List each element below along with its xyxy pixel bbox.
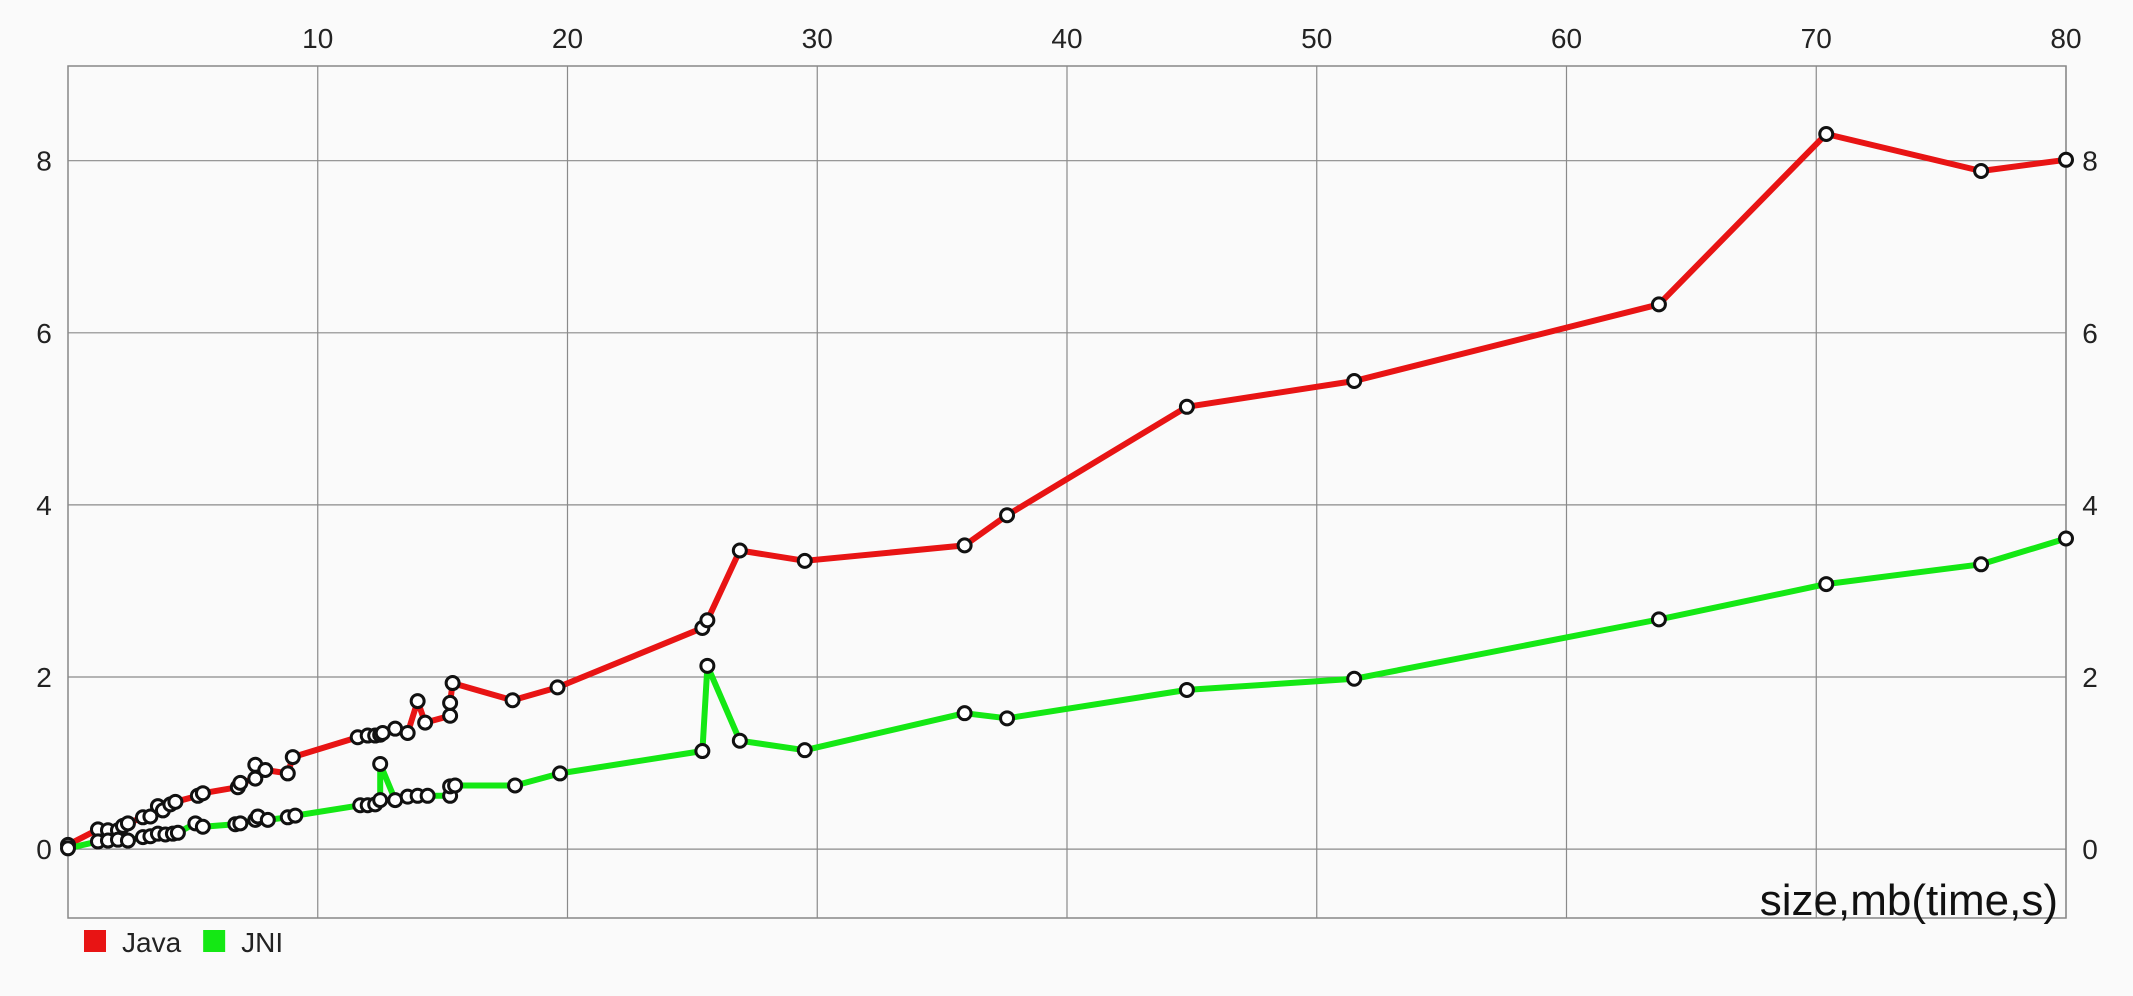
data-point-java: [796, 552, 813, 569]
x-tick-label: 20: [552, 23, 583, 54]
legend-label-jni: JNI: [241, 927, 283, 958]
data-point-jni: [731, 732, 748, 749]
legend-swatch-jni: [203, 930, 226, 952]
data-point-java: [1346, 372, 1363, 389]
data-point-java: [1650, 296, 1667, 313]
x-tick-label: 60: [1551, 23, 1582, 54]
legend-label-java: Java: [122, 927, 182, 958]
data-point-jni: [119, 832, 136, 849]
legend: Java JNI: [84, 927, 283, 958]
data-point-java: [279, 765, 296, 782]
data-point-jni: [372, 755, 389, 772]
data-point-java: [549, 679, 566, 696]
data-point-java: [167, 793, 184, 810]
data-point-jni: [259, 811, 276, 828]
data-point-java: [731, 542, 748, 559]
data-point-java: [2058, 151, 2074, 168]
data-point-java: [409, 693, 426, 710]
legend-swatch-java: [84, 930, 106, 952]
x-axis-label: size,mb(time,s): [1760, 876, 2058, 925]
data-point-java: [442, 707, 459, 724]
data-point-java: [1178, 398, 1195, 415]
x-tick-label: 80: [2050, 23, 2081, 54]
data-point-java: [442, 694, 459, 711]
data-point-jni: [60, 840, 76, 857]
data-point-java: [194, 785, 211, 802]
data-point-java: [142, 808, 159, 825]
y-tick-label-right: 2: [2082, 662, 2098, 693]
data-point-jni: [699, 657, 716, 674]
data-points: [60, 125, 2074, 857]
data-point-jni: [387, 792, 404, 809]
data-point-java: [284, 749, 301, 766]
data-point-java: [399, 724, 416, 741]
data-point-jni: [1178, 681, 1195, 698]
data-point-java: [417, 714, 434, 731]
y-tick-label-left: 6: [36, 318, 52, 349]
tick-labels: 10 20 30 40 50 60 70 80 0 0 2 2 4 4 6 6 8 8: [36, 23, 2098, 865]
data-point-java: [999, 507, 1016, 524]
y-tick-label-left: 0: [36, 834, 52, 865]
x-tick-label: 40: [1051, 23, 1082, 54]
data-point-java: [699, 612, 716, 629]
data-point-java: [1973, 162, 1990, 179]
y-tick-label-left: 2: [36, 662, 52, 693]
data-point-jni: [507, 777, 524, 794]
data-point-java: [1818, 125, 1835, 142]
data-point-jni: [552, 765, 569, 782]
y-tick-label-right: 6: [2082, 318, 2098, 349]
data-point-jni: [419, 787, 436, 804]
data-point-jni: [372, 792, 389, 809]
data-point-jni: [194, 818, 211, 835]
data-point-jni: [287, 807, 304, 824]
x-tick-label: 50: [1301, 23, 1332, 54]
y-tick-label-right: 0: [2082, 834, 2098, 865]
plot-frame: [67, 65, 2067, 919]
data-point-jni: [1650, 611, 1667, 628]
data-point-jni: [694, 743, 711, 760]
data-point-java: [257, 761, 274, 778]
data-point-java: [119, 815, 136, 832]
data-point-jni: [1973, 556, 1990, 573]
data-point-jni: [2058, 530, 2074, 547]
x-tick-label: 30: [802, 23, 833, 54]
data-point-jni: [1346, 670, 1363, 687]
y-tick-label-right: 8: [2082, 146, 2098, 177]
y-tick-label-right: 4: [2082, 490, 2098, 521]
data-point-java: [232, 774, 249, 791]
data-point-java: [504, 692, 521, 709]
data-point-jni: [1818, 576, 1835, 593]
data-point-java: [956, 537, 973, 554]
data-point-jni: [447, 777, 464, 794]
data-point-jni: [169, 824, 186, 841]
data-point-java: [444, 675, 461, 692]
x-tick-label: 70: [1801, 23, 1832, 54]
y-tick-label-left: 4: [36, 490, 52, 521]
data-point-jni: [956, 705, 973, 722]
grid: [68, 66, 2067, 918]
y-tick-label-left: 8: [36, 146, 52, 177]
x-tick-label: 10: [302, 23, 333, 54]
data-point-jni: [999, 710, 1016, 727]
data-point-jni: [796, 742, 813, 759]
data-point-jni: [232, 815, 249, 832]
